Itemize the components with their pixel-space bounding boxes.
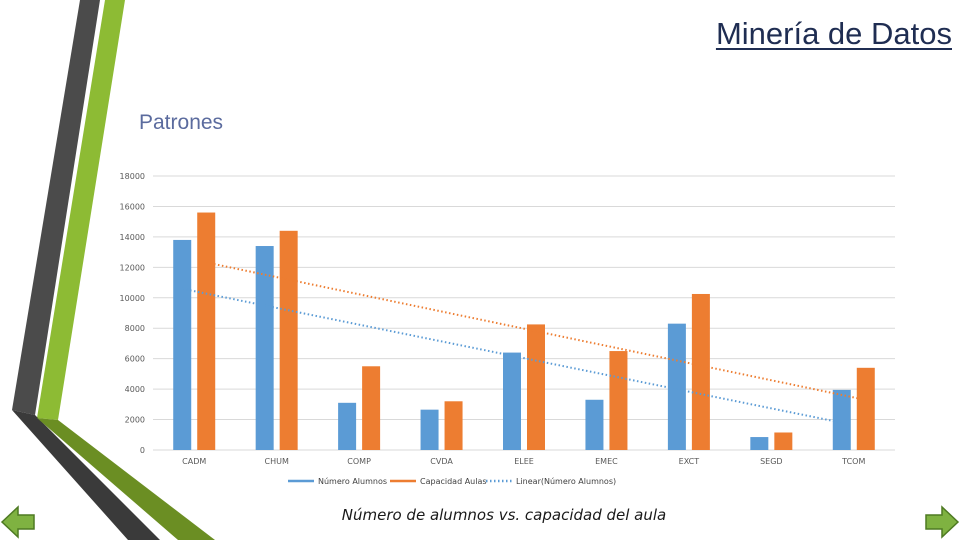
x-tick-label: SEGD: [760, 457, 783, 466]
bar-comp-series-0: [338, 402, 357, 450]
bar-elee-series-1: [527, 324, 545, 450]
bar-cadm-series-0: [173, 239, 192, 450]
y-tick-label: 18000: [120, 172, 145, 181]
bar-comp-series-1: [362, 366, 381, 450]
y-tick-label: 12000: [120, 263, 145, 272]
bar-cvda-series-1: [444, 401, 463, 450]
bar-segd-series-0: [750, 437, 769, 450]
y-tick-label: 0: [140, 446, 145, 455]
bar-cadm-series-1: [197, 212, 216, 450]
left-arrow-icon: [0, 505, 35, 539]
bar-emec-series-1: [609, 351, 628, 450]
chart-caption: Número de alumnos vs. capacidad del aula: [341, 506, 667, 524]
green-stripe: [37, 0, 125, 420]
bar-emec-series-0: [585, 399, 604, 450]
section-title: Patrones: [139, 111, 224, 134]
bar-cvda-series-0: [420, 409, 439, 450]
x-tick-label: COMP: [347, 457, 371, 466]
legend-label: Capacidad Aulas: [420, 477, 487, 486]
legend-label: Número Alumnos: [318, 477, 387, 486]
trendline-1: [206, 261, 866, 401]
x-tick-label: CVDA: [430, 457, 453, 466]
bar-exct-series-0: [667, 323, 686, 450]
bar-tcom-series-1: [856, 367, 875, 450]
bar-chum-series-0: [255, 246, 274, 450]
page-title: Minería de Datos: [715, 16, 952, 51]
x-tick-label: EMEC: [595, 457, 618, 466]
right-arrow-icon: [925, 505, 960, 539]
bar-chum-series-1: [279, 230, 298, 450]
previous-slide-button[interactable]: [0, 503, 38, 541]
y-tick-label: 4000: [125, 385, 145, 394]
x-tick-label: CHUM: [264, 457, 288, 466]
bar-segd-series-1: [774, 432, 793, 450]
y-tick-label: 16000: [120, 202, 145, 211]
y-tick-label: 8000: [125, 324, 145, 333]
bar-exct-series-1: [691, 293, 710, 450]
legend-label: Linear(Número Alumnos): [516, 477, 616, 486]
gray-lower-stripe: [12, 410, 160, 540]
x-tick-label: TCOM: [841, 457, 865, 466]
bar-elee-series-0: [503, 352, 521, 450]
y-tick-label: 10000: [120, 294, 145, 303]
dark-gray-stripe: [12, 0, 100, 415]
x-tick-label: EXCT: [679, 457, 700, 466]
x-tick-label: ELEE: [514, 457, 534, 466]
green-lower-stripe: [37, 418, 215, 540]
y-tick-label: 2000: [125, 416, 145, 425]
x-tick-label: CADM: [182, 457, 206, 466]
next-slide-button[interactable]: [922, 503, 960, 541]
trendline-0: [182, 287, 842, 424]
y-tick-label: 6000: [125, 355, 145, 364]
y-tick-label: 14000: [120, 233, 145, 242]
bar-tcom-series-0: [832, 389, 851, 450]
